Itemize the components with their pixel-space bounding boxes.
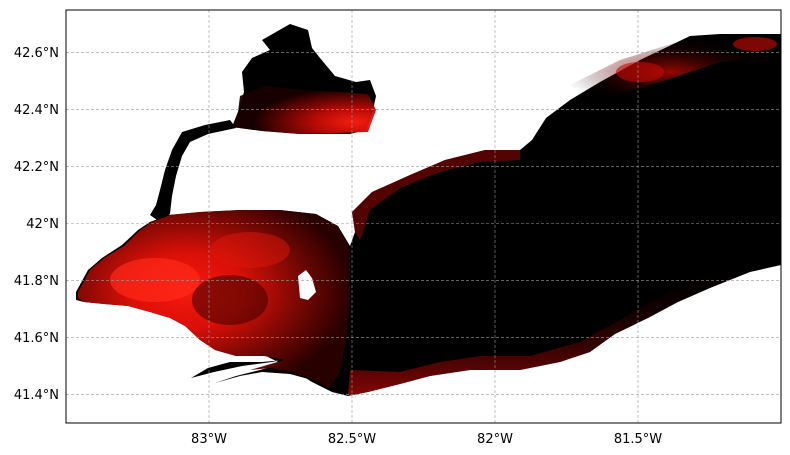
south-shore-heat	[348, 258, 781, 396]
detroit-river	[150, 120, 236, 222]
lat-tick-label: 42.4°N	[14, 103, 59, 118]
pelee-island	[298, 270, 316, 300]
lake-st-clair-heat	[232, 86, 376, 134]
lon-tick-label: 81.5°W	[614, 432, 662, 447]
gridlines	[66, 10, 781, 423]
north-shore-spot	[616, 62, 664, 82]
western-basin-core-2	[210, 232, 290, 268]
lon-tick-label: 82°W	[477, 432, 513, 447]
lat-tick-label: 41.8°N	[14, 274, 59, 289]
north-shore-heat	[560, 36, 781, 108]
lon-tick-label: 82.5°W	[328, 432, 376, 447]
western-basin-dark	[192, 275, 268, 325]
longitude-labels: 83°W 82.5°W 82°W 81.5°W	[191, 432, 662, 447]
north-shore-spot-2	[733, 37, 777, 51]
lat-tick-label: 42.6°N	[14, 46, 59, 61]
map-frame	[65, 9, 782, 424]
lon-tick-label: 83°W	[191, 432, 227, 447]
western-basin-core	[110, 258, 200, 302]
lat-tick-label: 42°N	[26, 217, 59, 232]
latitude-labels: 42.6°N 42.4°N 42.2°N 42°N 41.8°N 41.6°N 41.4°N	[14, 46, 59, 403]
lat-tick-label: 42.2°N	[14, 160, 59, 175]
map-area	[66, 10, 781, 423]
lat-tick-label: 41.4°N	[14, 388, 59, 403]
lat-tick-label: 41.6°N	[14, 331, 59, 346]
east-channel-heat	[352, 150, 520, 240]
